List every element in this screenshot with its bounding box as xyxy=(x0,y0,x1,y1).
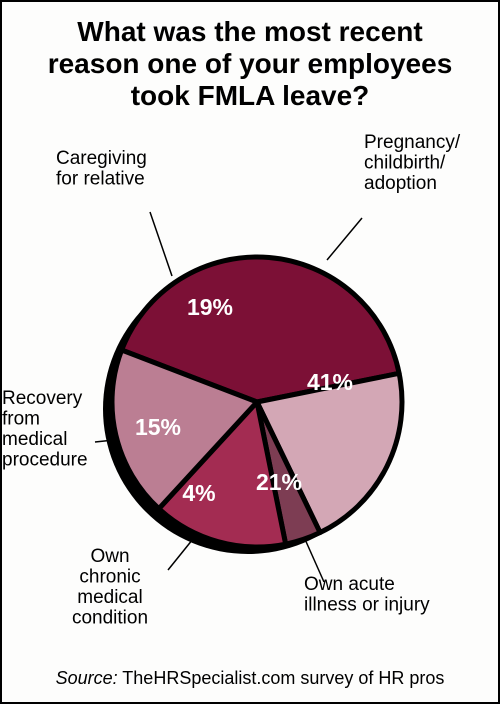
pct-own_chronic: 4% xyxy=(182,480,215,506)
leader-caregiving xyxy=(150,212,172,276)
chart-title: What was the most recentreason one of yo… xyxy=(2,16,498,113)
pct-own_acute: 21% xyxy=(256,469,302,495)
pie-chart: 41%Pregnancy/childbirth/adoption21%Own a… xyxy=(2,142,500,642)
title-line: reason one of your employees xyxy=(2,48,498,80)
label-caregiving: Caregivingfor relative xyxy=(56,148,147,190)
label-own_acute: Own acuteillness or injury xyxy=(304,574,430,616)
source-footer: Source: TheHRSpecialist.com survey of HR… xyxy=(2,668,498,689)
title-line: What was the most recent xyxy=(2,16,498,48)
pct-recovery: 15% xyxy=(135,414,181,440)
source-label: Source: xyxy=(56,668,118,688)
leader-own_chronic xyxy=(168,534,197,570)
leader-pregnancy xyxy=(327,218,362,260)
source-text: TheHRSpecialist.com survey of HR pros xyxy=(118,668,445,688)
label-own_chronic: Ownchronicmedicalcondition xyxy=(72,546,148,629)
title-line: took FMLA leave? xyxy=(2,80,498,112)
label-recovery: Recoveryfrommedicalprocedure xyxy=(2,388,88,471)
pie-svg: 41%Pregnancy/childbirth/adoption21%Own a… xyxy=(2,142,500,662)
label-pregnancy: Pregnancy/childbirth/adoption xyxy=(364,132,461,194)
chart-frame: What was the most recentreason one of yo… xyxy=(0,0,500,704)
pct-pregnancy: 41% xyxy=(307,369,353,395)
pct-caregiving: 19% xyxy=(187,294,233,320)
